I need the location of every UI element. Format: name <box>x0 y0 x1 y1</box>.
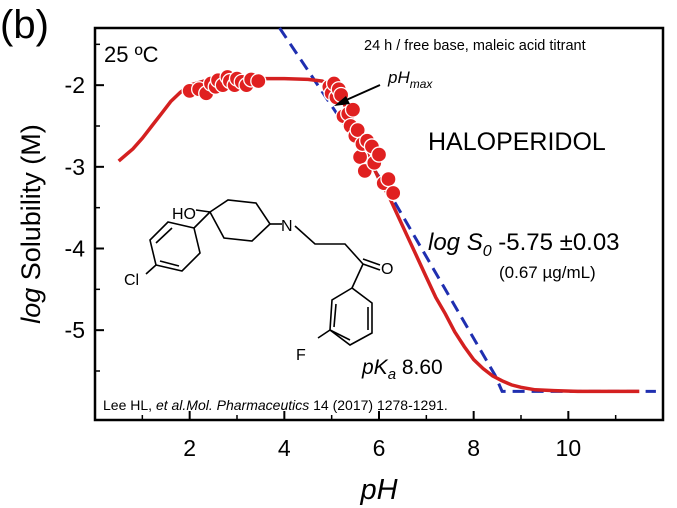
y-tick-label: -3 <box>65 154 85 180</box>
x-tick-label: 8 <box>467 435 480 461</box>
data-point <box>385 184 402 202</box>
structure-label-n: N <box>281 218 293 235</box>
structure-label-o: O <box>381 261 393 278</box>
logs0-label: log S0 -5.75 ±0.03 <box>428 229 620 260</box>
haloperidol-structure <box>145 199 381 346</box>
citation: Lee HL, et al.Mol. Pharmaceutics 14 (201… <box>103 397 448 413</box>
x-tick-label: 2 <box>183 435 196 461</box>
phmax-arrow-head <box>334 96 350 106</box>
y-tick-label: -4 <box>65 236 86 262</box>
y-tick-label: -2 <box>65 72 85 98</box>
x-tick-label: 10 <box>556 435 582 461</box>
phmax-arrow-line <box>343 84 381 102</box>
x-axis-label: pH <box>359 474 397 506</box>
x-tick-label: 4 <box>278 435 291 461</box>
temperature-label: 25 ºC <box>104 42 159 67</box>
logs0-concentration: (0.67 µg/mL) <box>499 263 596 282</box>
axis-ticks <box>95 43 617 420</box>
axis-tick-labels: 2 4 6 8 10 -2 -3 -4 -5 <box>65 72 582 461</box>
data-point <box>370 146 388 163</box>
phmax-label: pHmax <box>387 68 433 91</box>
y-axis-label: log Solubility (M) <box>16 124 46 324</box>
structure-label-cl: Cl <box>124 272 139 289</box>
structure-label-f: F <box>296 347 306 364</box>
data-point <box>380 170 397 188</box>
condition-label: 24 h / free base, maleic acid titrant <box>364 38 586 54</box>
panel-label: (b) <box>0 3 49 47</box>
pka-label: pKa 8.60 <box>361 356 443 383</box>
data-point <box>351 148 369 166</box>
x-tick-label: 6 <box>373 435 386 461</box>
data-point <box>250 72 267 90</box>
y-tick-label: -5 <box>65 317 85 343</box>
compound-name: HALOPERIDOL <box>428 128 606 156</box>
structure-label-ho: HO <box>172 206 196 223</box>
measured-points <box>181 68 402 202</box>
data-point <box>344 101 362 118</box>
